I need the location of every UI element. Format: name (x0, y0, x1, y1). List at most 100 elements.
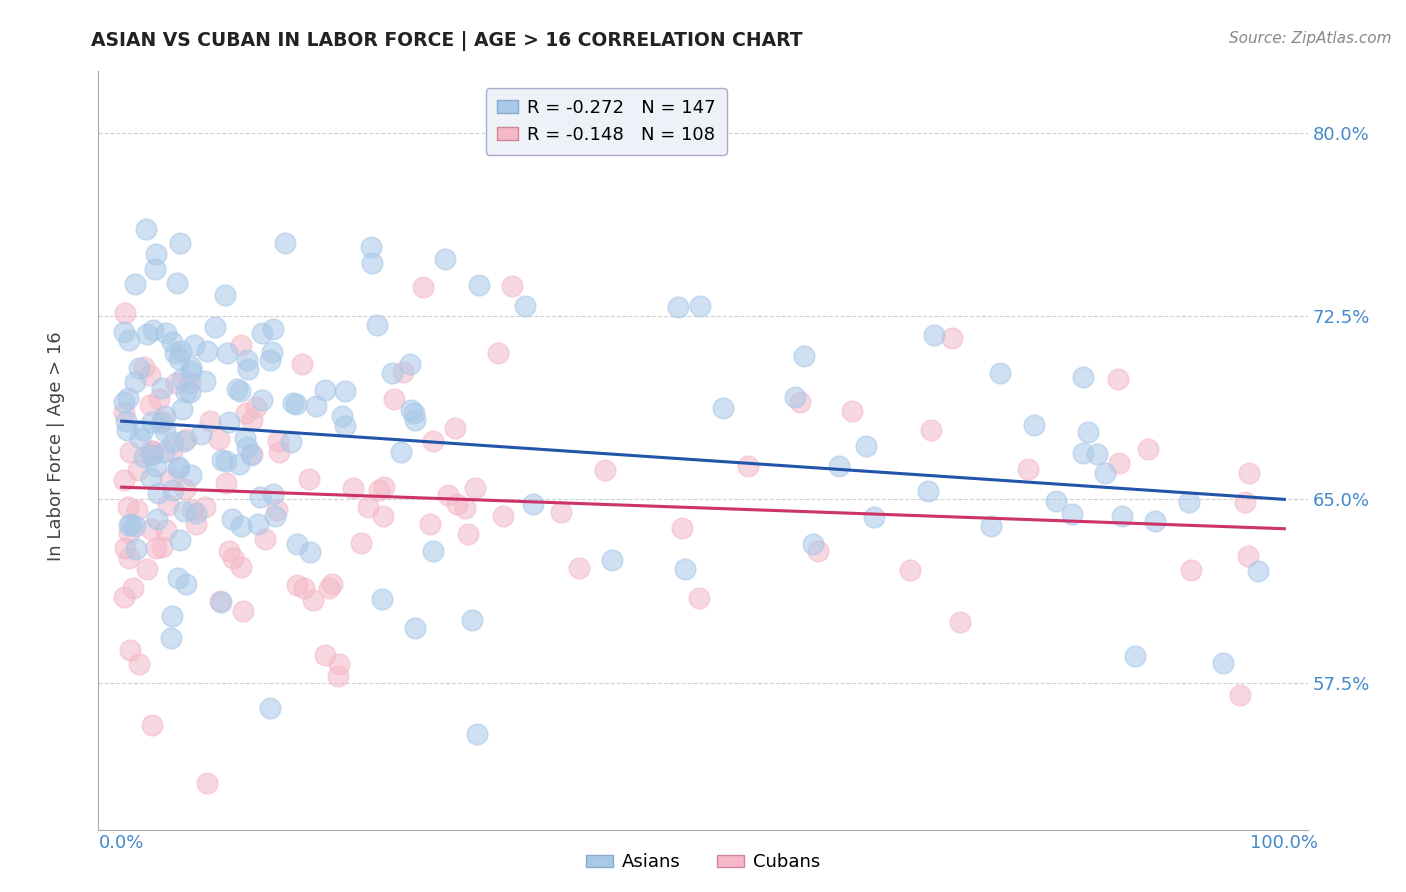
Point (250, 326, 273, 340)
Point (1017, 462, 1039, 476)
Point (117, 391, 139, 405)
Point (302, 592, 325, 607)
Point (132, 450, 155, 464)
Point (1071, 446, 1094, 460)
Point (468, 277, 491, 292)
Point (671, 521, 693, 535)
Point (461, 613, 484, 627)
Point (179, 376, 201, 391)
Point (285, 578, 308, 592)
Point (259, 353, 281, 368)
Point (828, 458, 851, 473)
Point (136, 562, 159, 576)
Point (179, 385, 201, 400)
Point (522, 497, 544, 511)
Point (208, 432, 231, 446)
Point (249, 490, 271, 504)
Point (153, 424, 176, 438)
Point (330, 409, 353, 423)
Point (328, 657, 350, 672)
Point (125, 542, 148, 557)
Point (127, 463, 149, 477)
Point (941, 331, 963, 345)
Point (240, 447, 263, 461)
Point (349, 535, 371, 549)
Point (412, 279, 434, 293)
Point (291, 357, 314, 371)
Point (1178, 495, 1201, 509)
Point (165, 345, 187, 359)
Point (443, 420, 465, 434)
Point (229, 384, 252, 399)
Point (221, 512, 243, 526)
Point (292, 581, 315, 595)
Legend: Asians, Cubans: Asians, Cubans (579, 847, 827, 879)
Point (260, 345, 283, 359)
Point (236, 362, 259, 376)
Point (328, 669, 350, 683)
Point (127, 503, 149, 517)
Point (267, 434, 290, 449)
Point (675, 562, 697, 576)
Point (513, 299, 536, 313)
Point (173, 482, 195, 496)
Point (118, 445, 141, 459)
Point (141, 448, 163, 462)
Point (166, 571, 188, 585)
Point (141, 415, 163, 429)
Point (361, 256, 384, 270)
Point (371, 509, 394, 524)
Point (689, 299, 711, 313)
Point (145, 512, 167, 526)
Point (148, 392, 170, 406)
Point (165, 376, 187, 391)
Point (737, 459, 759, 474)
Point (464, 482, 486, 496)
Point (1111, 509, 1133, 524)
Point (600, 552, 623, 566)
Point (863, 510, 886, 524)
Point (252, 393, 274, 408)
Point (114, 541, 136, 555)
Point (254, 532, 277, 546)
Point (807, 543, 830, 558)
Point (342, 481, 364, 495)
Point (139, 398, 162, 412)
Point (169, 533, 191, 548)
Point (486, 345, 509, 359)
Point (132, 360, 155, 375)
Point (217, 345, 239, 359)
Point (988, 366, 1011, 380)
Point (139, 444, 162, 458)
Point (235, 406, 257, 420)
Point (980, 519, 1002, 533)
Point (167, 351, 190, 366)
Point (246, 517, 269, 532)
Point (118, 517, 141, 532)
Point (1233, 494, 1256, 508)
Point (1022, 417, 1045, 432)
Point (155, 524, 177, 538)
Point (389, 444, 412, 458)
Point (391, 365, 413, 379)
Point (143, 262, 166, 277)
Point (160, 631, 183, 645)
Point (1077, 425, 1099, 440)
Point (1094, 466, 1116, 480)
Point (422, 434, 444, 448)
Point (181, 503, 204, 517)
Point (180, 468, 202, 483)
Point (218, 544, 240, 558)
Point (160, 334, 183, 349)
Point (115, 423, 138, 437)
Point (173, 434, 195, 448)
Point (215, 453, 238, 467)
Point (711, 401, 734, 416)
Point (266, 502, 288, 516)
Point (404, 621, 426, 635)
Point (1247, 564, 1270, 578)
Point (120, 516, 142, 531)
Point (124, 375, 146, 389)
Point (118, 642, 141, 657)
Point (128, 657, 150, 671)
